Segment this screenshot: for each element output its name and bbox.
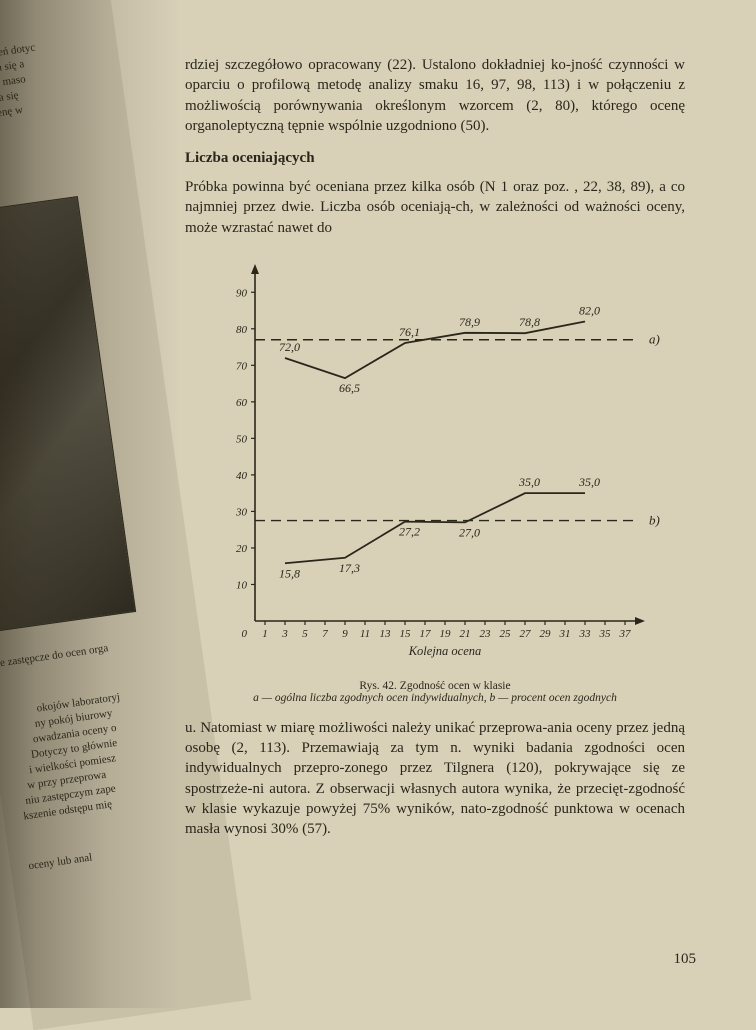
- svg-text:a): a): [649, 331, 660, 346]
- svg-text:15,8: 15,8: [279, 566, 300, 580]
- svg-text:35,0: 35,0: [518, 475, 540, 489]
- svg-text:11: 11: [360, 628, 370, 640]
- svg-text:33: 33: [579, 628, 592, 640]
- caption-text-a: — ogólna liczba zgodnych ocen indywidual…: [259, 692, 490, 704]
- svg-text:17,3: 17,3: [339, 561, 360, 575]
- svg-text:13: 13: [380, 628, 392, 640]
- svg-text:70: 70: [236, 360, 248, 372]
- svg-text:72,0: 72,0: [279, 340, 300, 354]
- svg-text:9: 9: [342, 628, 348, 640]
- previous-page-photo: [0, 196, 136, 634]
- svg-text:19: 19: [440, 628, 452, 640]
- svg-text:78,9: 78,9: [459, 315, 480, 329]
- svg-text:Kolejna ocena: Kolejna ocena: [408, 644, 482, 658]
- svg-text:3: 3: [281, 628, 288, 640]
- svg-text:35,0: 35,0: [578, 475, 600, 489]
- svg-text:29: 29: [540, 628, 552, 640]
- svg-text:10: 10: [236, 579, 248, 591]
- svg-text:b): b): [649, 512, 660, 527]
- svg-text:35: 35: [599, 628, 612, 640]
- page-number: 105: [674, 951, 697, 968]
- svg-text:15: 15: [400, 628, 412, 640]
- previous-page-text-fragment: owadzać ocenę w: [0, 103, 24, 128]
- svg-text:27,2: 27,2: [399, 524, 420, 538]
- svg-text:5: 5: [302, 628, 308, 640]
- svg-text:80: 80: [236, 324, 248, 336]
- svg-text:82,0: 82,0: [579, 303, 600, 317]
- svg-text:0: 0: [242, 628, 248, 640]
- svg-text:27,0: 27,0: [459, 525, 480, 539]
- figure-caption-line1: Rys. 42. Zgodność ocen w klasie: [200, 680, 670, 692]
- paragraph-evaluators: Próbka powinna być oceniana przez kilka …: [185, 177, 685, 238]
- svg-text:17: 17: [420, 628, 432, 640]
- paragraph-top: rdziej szczegółowo opracowany (22). Usta…: [185, 55, 685, 136]
- svg-text:30: 30: [235, 506, 248, 518]
- page-content: rdziej szczegółowo opracowany (22). Usta…: [185, 55, 685, 849]
- svg-text:78,8: 78,8: [519, 315, 540, 329]
- svg-text:27: 27: [520, 628, 532, 640]
- figure-caption-line2: a — ogólna liczba zgodnych ocen indywidu…: [200, 692, 670, 704]
- previous-page-text-fragment: oceny lub anal: [28, 850, 94, 874]
- paragraph-bottom: u. Natomiast w miarę możliwości należy u…: [185, 718, 685, 840]
- svg-text:40: 40: [236, 470, 248, 482]
- figure-42: 1020304050607080901357911131517192123252…: [200, 256, 670, 704]
- chart-svg: 1020304050607080901357911131517192123252…: [200, 256, 670, 676]
- svg-text:50: 50: [236, 433, 248, 445]
- svg-text:21: 21: [460, 628, 471, 640]
- svg-text:23: 23: [480, 628, 492, 640]
- svg-text:31: 31: [559, 628, 571, 640]
- svg-text:76,1: 76,1: [399, 325, 420, 339]
- svg-text:7: 7: [322, 628, 328, 640]
- svg-text:60: 60: [236, 397, 248, 409]
- svg-text:1: 1: [262, 628, 268, 640]
- svg-text:66,5: 66,5: [339, 381, 360, 395]
- svg-text:25: 25: [500, 628, 512, 640]
- section-heading: Liczba oceniających: [185, 150, 685, 167]
- svg-text:90: 90: [236, 287, 248, 299]
- caption-text-b: — procent ocen zgodnych: [495, 692, 617, 704]
- previous-page-text-fragment: ie zastępcze do ocen orga: [0, 641, 109, 671]
- svg-text:37: 37: [619, 628, 632, 640]
- svg-text:20: 20: [236, 543, 248, 555]
